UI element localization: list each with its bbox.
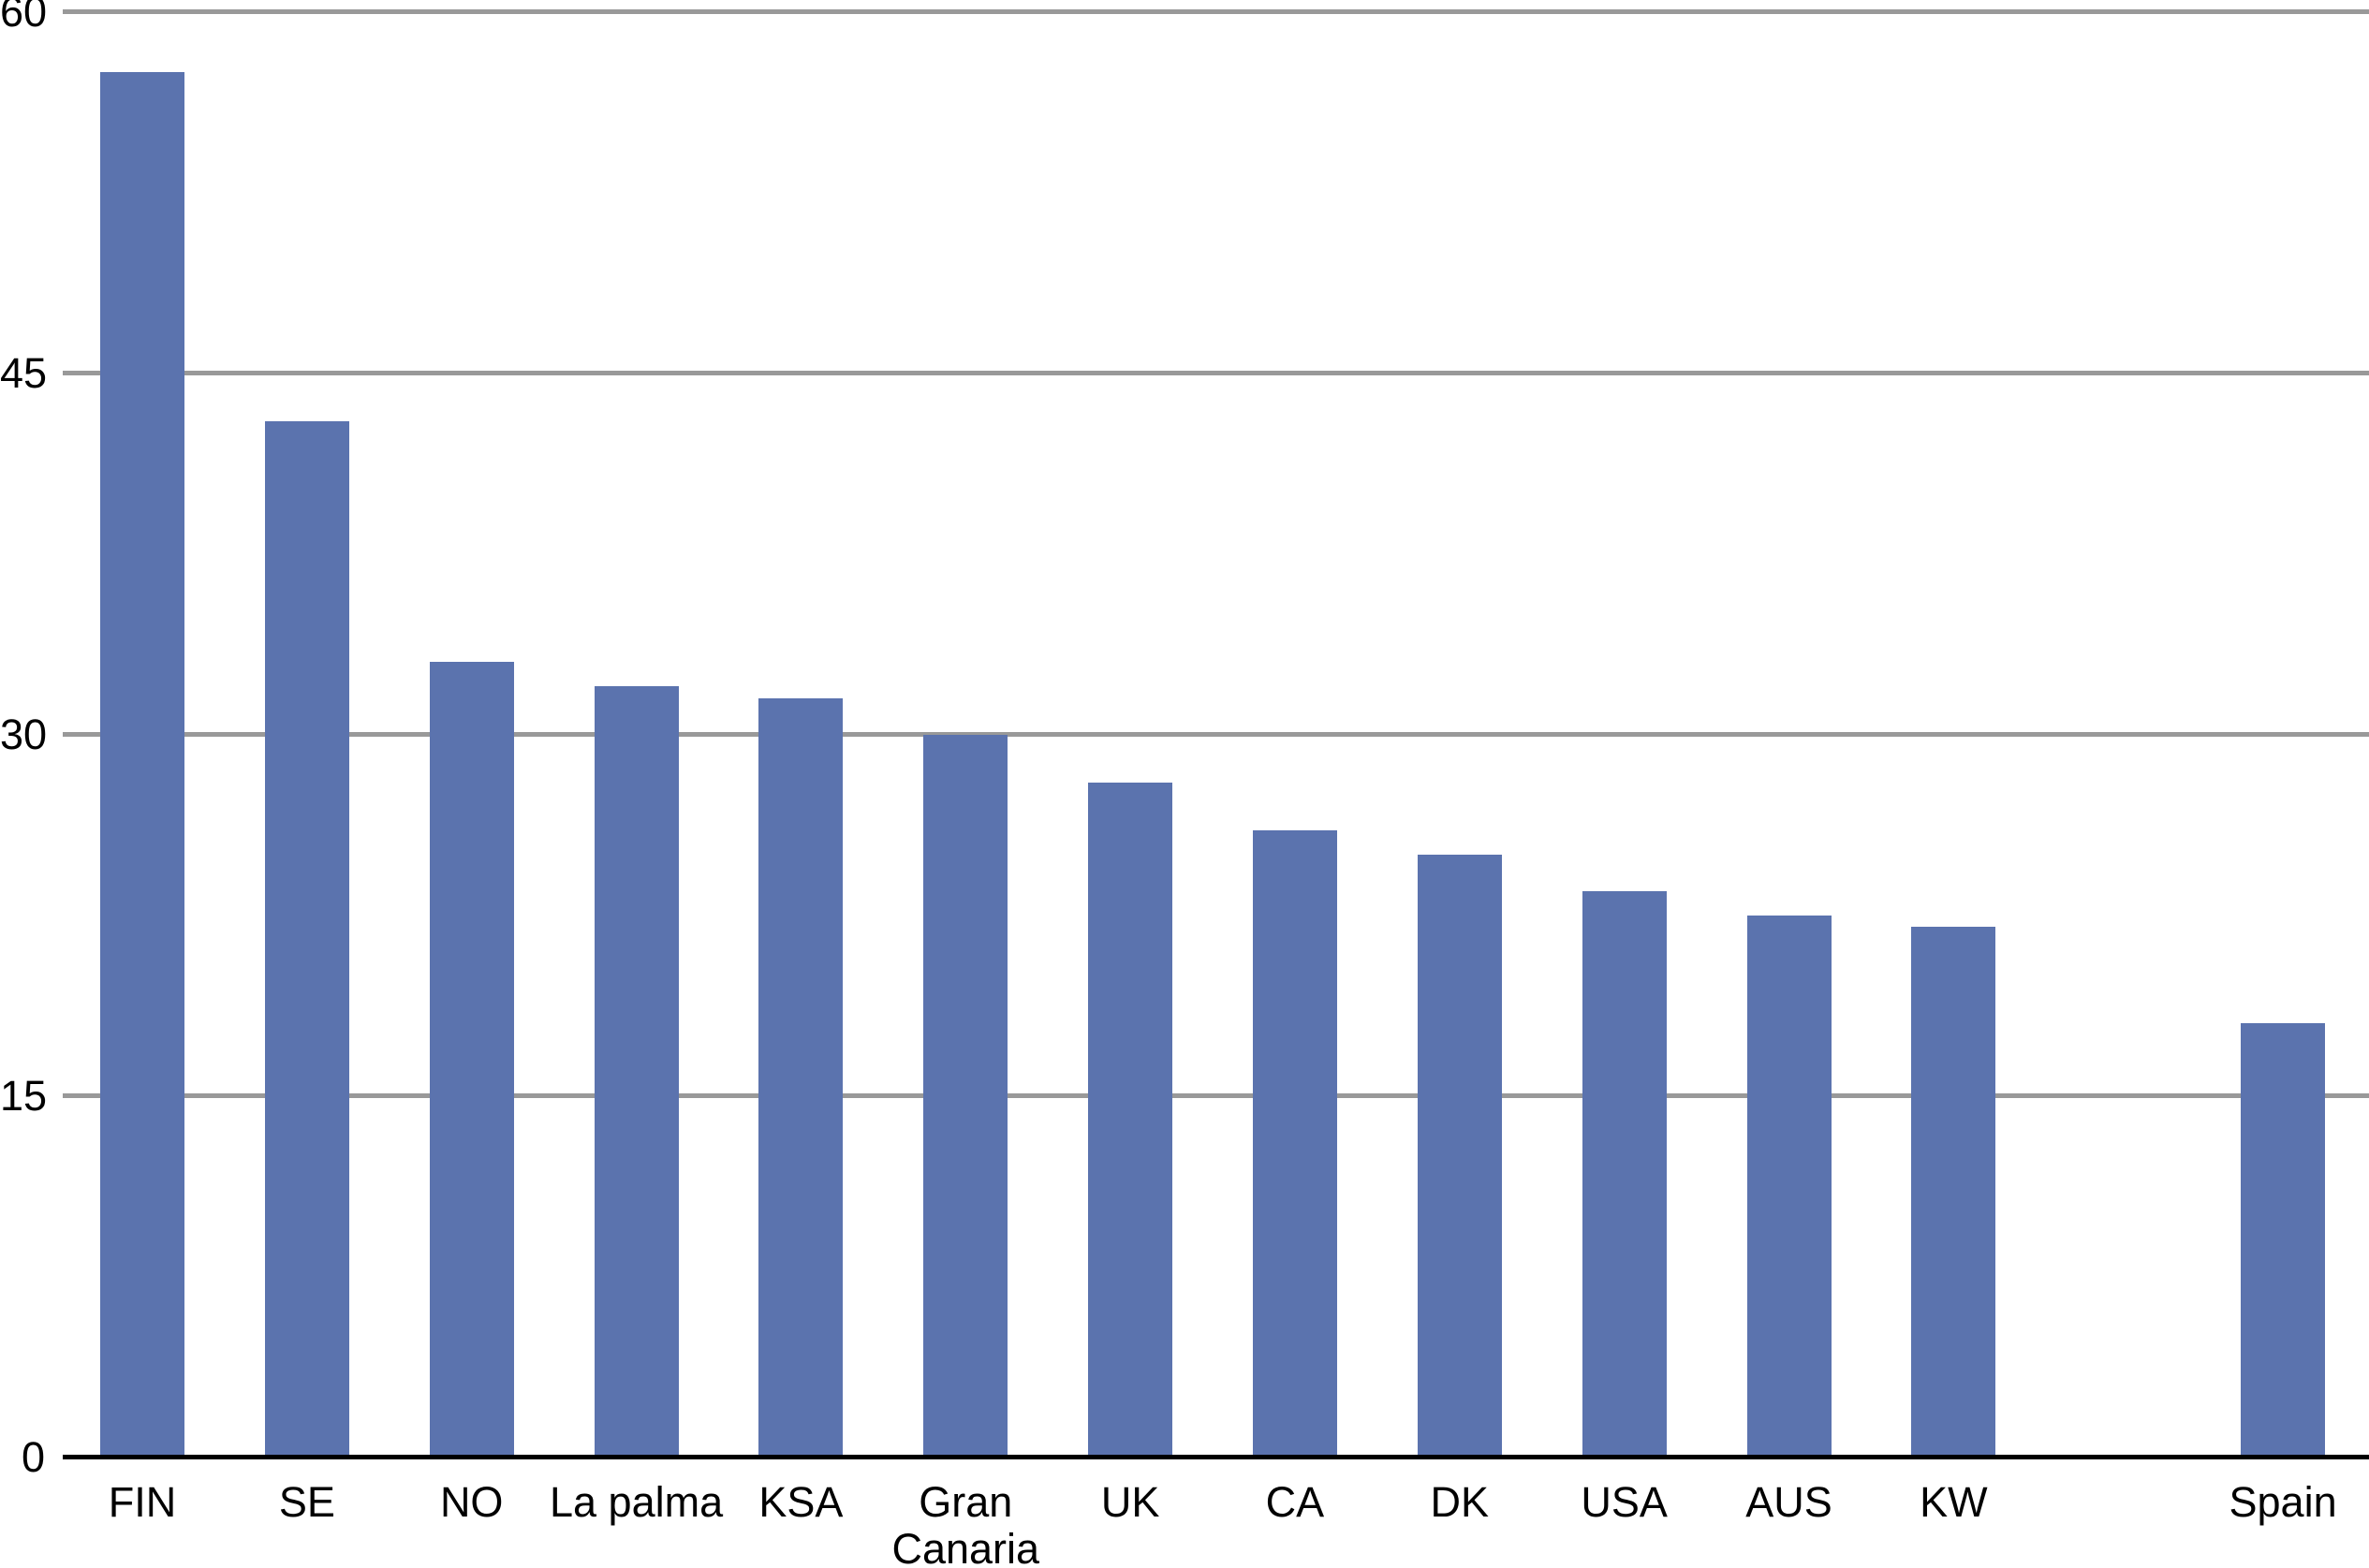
bar-se (264, 420, 349, 1458)
x-tick-label-usa: USA (1581, 1478, 1668, 1526)
gridline-60 (63, 9, 2369, 15)
x-tick-label-la-palma: La palma (549, 1478, 724, 1526)
bar-spain (2241, 1023, 2326, 1458)
bar-ca (1252, 830, 1337, 1458)
x-tick-label-spain: Spain (2229, 1478, 2337, 1526)
x-tick-label-ksa: KSA (758, 1478, 844, 1526)
x-tick-label-kw: KW (1920, 1478, 1988, 1526)
gridline-45 (63, 371, 2369, 375)
x-axis-line (63, 1455, 2369, 1459)
gridline-15 (63, 1093, 2369, 1098)
bar-aus (1746, 915, 1832, 1458)
y-tick-label-60: 60 (0, 0, 48, 36)
bar-gran-canaria (923, 734, 1008, 1458)
gridline-30 (63, 732, 2369, 737)
bar-no (429, 662, 514, 1458)
y-tick-label-45: 45 (0, 348, 48, 397)
x-tick-label-uk: UK (1100, 1478, 1160, 1526)
bar-ksa (758, 697, 844, 1458)
x-tick-label-aus: AUS (1745, 1478, 1832, 1526)
bar-fin (100, 71, 184, 1458)
bar-usa (1582, 890, 1667, 1458)
bar-uk (1088, 782, 1173, 1458)
bar-kw (1911, 927, 1996, 1458)
x-tick-label-gran-canaria: Gran Canaria (891, 1478, 1040, 1568)
x-tick-label-no: NO (439, 1478, 504, 1526)
y-tick-label-30: 30 (0, 710, 48, 758)
x-tick-label-se: SE (278, 1478, 335, 1526)
bar-dk (1417, 855, 1502, 1458)
y-tick-label-15: 15 (0, 1071, 48, 1120)
y-tick-label-0: 0 (21, 1432, 45, 1481)
x-tick-label-fin: FIN (108, 1478, 177, 1526)
x-tick-label-ca: CA (1265, 1478, 1325, 1526)
bar-la-palma (594, 686, 679, 1458)
x-tick-label-dk: DK (1430, 1478, 1490, 1526)
